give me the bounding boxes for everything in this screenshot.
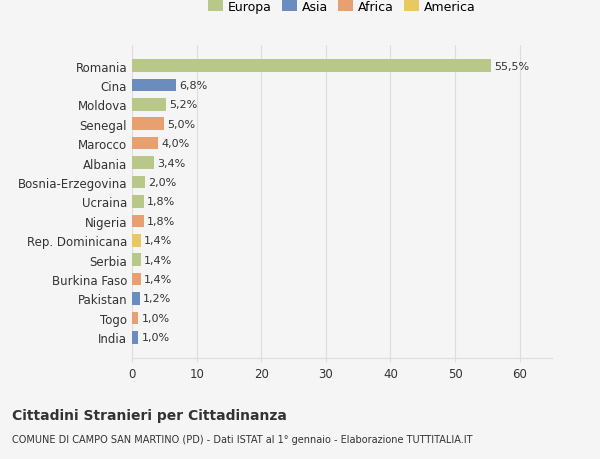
Text: 2,0%: 2,0% xyxy=(148,178,176,188)
Text: 1,4%: 1,4% xyxy=(144,255,173,265)
Text: 55,5%: 55,5% xyxy=(494,62,529,71)
Text: 1,8%: 1,8% xyxy=(147,197,175,207)
Bar xyxy=(132,138,158,150)
Bar xyxy=(132,79,176,92)
Text: 6,8%: 6,8% xyxy=(179,81,208,91)
Text: 1,2%: 1,2% xyxy=(143,294,171,304)
Bar xyxy=(132,176,145,189)
Bar xyxy=(132,157,154,169)
Text: Cittadini Stranieri per Cittadinanza: Cittadini Stranieri per Cittadinanza xyxy=(12,409,287,422)
Text: 1,8%: 1,8% xyxy=(147,216,175,226)
Text: 5,2%: 5,2% xyxy=(169,100,197,110)
Bar xyxy=(132,292,140,305)
Text: 1,4%: 1,4% xyxy=(144,274,173,285)
Bar xyxy=(132,273,141,286)
Text: 5,0%: 5,0% xyxy=(167,119,196,129)
Bar xyxy=(132,254,141,266)
Bar xyxy=(132,312,139,325)
Legend: Europa, Asia, Africa, America: Europa, Asia, Africa, America xyxy=(203,0,481,19)
Bar xyxy=(132,235,141,247)
Text: COMUNE DI CAMPO SAN MARTINO (PD) - Dati ISTAT al 1° gennaio - Elaborazione TUTTI: COMUNE DI CAMPO SAN MARTINO (PD) - Dati … xyxy=(12,434,473,444)
Text: 1,0%: 1,0% xyxy=(142,333,170,342)
Text: 4,0%: 4,0% xyxy=(161,139,190,149)
Bar xyxy=(132,196,143,208)
Bar xyxy=(132,99,166,112)
Text: 1,4%: 1,4% xyxy=(144,236,173,246)
Bar xyxy=(132,60,491,73)
Bar xyxy=(132,331,139,344)
Bar xyxy=(132,118,164,131)
Text: 1,0%: 1,0% xyxy=(142,313,170,323)
Bar xyxy=(132,215,143,228)
Text: 3,4%: 3,4% xyxy=(157,158,185,168)
